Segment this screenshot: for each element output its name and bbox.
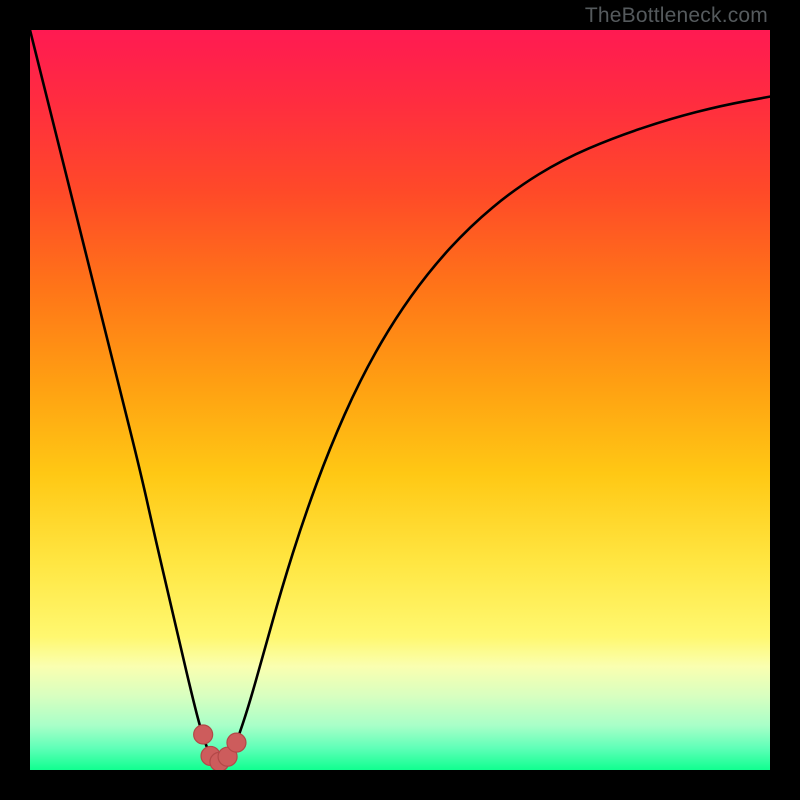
bottleneck-curve — [30, 30, 770, 763]
min-marker-dot — [194, 725, 213, 744]
min-marker-dot — [227, 733, 246, 752]
plot-area — [30, 30, 770, 770]
watermark-text: TheBottleneck.com — [585, 4, 768, 28]
curve-layer — [30, 30, 770, 770]
chart-container: TheBottleneck.com — [0, 0, 800, 800]
min-markers-group — [194, 725, 246, 770]
